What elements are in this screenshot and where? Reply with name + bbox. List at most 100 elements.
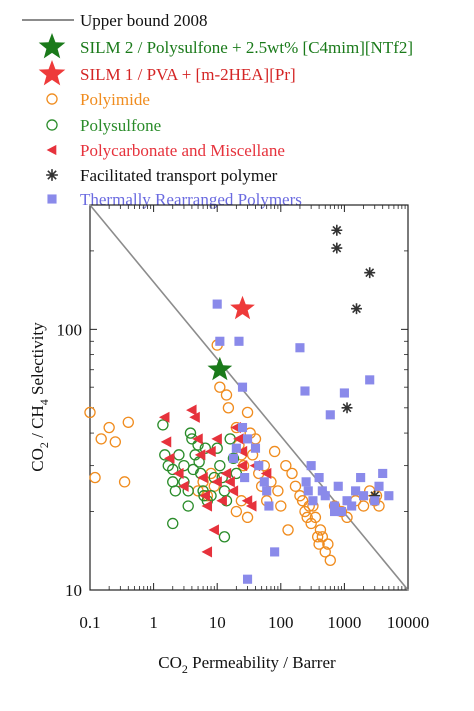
point-thermally-rearranged-polymers — [314, 473, 324, 483]
point-polyimide — [305, 517, 317, 530]
point-polycarbonate-and-miscellane — [173, 467, 184, 480]
point-polycarbonate-and-miscellane — [216, 495, 227, 507]
point-polyimide — [268, 445, 281, 458]
point-polycarbonate-and-miscellane — [211, 433, 222, 445]
point-thermally-rearranged-polymers — [228, 453, 238, 463]
x-tick-label: 1000 — [327, 613, 361, 632]
point-thermally-rearranged-polymers — [306, 461, 316, 471]
point-thermally-rearranged-polymers — [356, 473, 366, 483]
point-thermally-rearranged-polymers — [320, 491, 330, 501]
point-thermally-rearranged-polymers — [215, 336, 225, 346]
point-thermally-rearranged-polymers — [384, 491, 394, 501]
point-thermally-rearranged-polymers — [259, 477, 269, 487]
point-facilitated-transport-polymer — [331, 224, 343, 236]
point-polysulfone — [178, 459, 190, 472]
x-tick-label: 0.1 — [79, 613, 100, 632]
point-polysulfone — [157, 419, 169, 431]
point-polyimide — [316, 531, 329, 543]
point-polycarbonate-and-miscellane — [208, 524, 219, 536]
legend: Upper bound 2008 SILM 2 / Polysulfone + 2… — [22, 11, 413, 209]
legend-marker-6 — [46, 169, 58, 181]
point-thermally-rearranged-polymers — [336, 506, 347, 517]
point-polyimide — [311, 531, 324, 543]
legend-label-0: Upper bound 2008 — [80, 11, 207, 30]
point-polycarbonate-and-miscellane — [201, 500, 213, 512]
point-thermally-rearranged-polymers — [262, 486, 272, 496]
point-polycarbonate-and-miscellane — [160, 436, 172, 448]
point-thermally-rearranged-polymers — [270, 547, 280, 557]
upper-bound-line — [89, 204, 409, 591]
point-polyimide — [109, 436, 121, 448]
legend-label-6: Facilitated transport polymer — [80, 166, 278, 185]
y-tick-label: 10 — [65, 581, 82, 600]
point-polycarbonate-and-miscellane — [241, 495, 253, 507]
point-polysulfone — [216, 471, 228, 484]
point-thermally-rearranged-polymers — [300, 386, 310, 396]
point-polyimide — [289, 480, 302, 492]
point-polyimide — [272, 485, 284, 497]
point-thermally-rearranged-polymers — [308, 496, 318, 506]
point-thermally-rearranged-polymers — [237, 422, 248, 433]
point-polyimide — [103, 421, 115, 434]
point-polyimide — [309, 511, 322, 524]
point-polycarbonate-and-miscellane — [158, 411, 170, 423]
legend-label-3: Polyimide — [80, 90, 150, 109]
legend-label-7: Thermally Rearranged Polymers — [80, 190, 302, 209]
point-facilitated-transport-polymer — [331, 242, 343, 254]
point-polyimide — [301, 511, 313, 524]
point-polycarbonate-and-miscellane — [194, 449, 206, 461]
legend-label-2: SILM 1 / PVA + [m-2HEA][Pr] — [80, 65, 296, 84]
point-polyimide — [313, 538, 325, 550]
point-polycarbonate-and-miscellane — [224, 476, 235, 488]
legend-marker-3 — [46, 93, 58, 105]
point-polycarbonate-and-miscellane — [236, 445, 248, 458]
legend-label-4: Polysulfone — [80, 116, 161, 135]
point-thermally-rearranged-polymers — [301, 477, 311, 487]
point-polyimide — [241, 406, 254, 419]
x-tick-label: 10000 — [387, 613, 430, 632]
point-polysulfone — [230, 467, 243, 480]
point-polysulfone — [159, 449, 171, 461]
point-polyimide — [357, 500, 370, 512]
point-polyimide — [84, 406, 96, 419]
point-facilitated-transport-polymer — [364, 267, 376, 279]
point-polyimide — [118, 476, 131, 488]
point-polyimide — [220, 389, 233, 401]
legend-marker-7 — [47, 194, 57, 204]
point-polysulfone — [227, 452, 240, 465]
y-tick-label: 100 — [57, 320, 83, 339]
point-polycarbonate-and-miscellane — [189, 411, 200, 423]
point-polycarbonate-and-miscellane — [178, 480, 189, 492]
x-tick-label: 1 — [149, 613, 158, 632]
legend-marker-5 — [46, 144, 57, 156]
point-polyimide — [319, 546, 331, 558]
point-polyimide — [282, 524, 294, 536]
point-thermally-rearranged-polymers — [370, 496, 380, 506]
point-thermally-rearranged-polymers — [250, 443, 261, 453]
point-thermally-rearranged-polymers — [242, 434, 253, 444]
point-polyimide — [341, 511, 353, 524]
point-polysulfone — [169, 485, 182, 497]
point-thermally-rearranged-polymers — [342, 496, 352, 506]
point-polyimide — [95, 433, 107, 445]
data-marks — [84, 224, 394, 584]
point-polyimide — [280, 459, 292, 472]
legend-marker-2 — [38, 60, 66, 86]
point-facilitated-transport-polymer — [341, 402, 353, 414]
point-thermally-rearranged-polymers — [347, 501, 357, 511]
point-polysulfone — [173, 449, 185, 461]
point-polycarbonate-and-miscellane — [211, 476, 222, 488]
point-polyimide — [314, 524, 327, 536]
point-thermally-rearranged-polymers — [374, 481, 384, 491]
point-polysulfone — [167, 517, 179, 530]
point-polycarbonate-and-miscellane — [260, 467, 272, 480]
point-polyimide — [275, 500, 287, 512]
point-polyimide — [222, 402, 235, 414]
point-thermally-rearranged-polymers — [329, 506, 340, 517]
point-facilitated-transport-polymer — [351, 303, 362, 315]
point-polycarbonate-and-miscellane — [201, 546, 213, 558]
point-thermally-rearranged-polymers — [264, 501, 274, 511]
legend-label-1: SILM 2 / Polysulfone + 2.5wt% [C4mim][NT… — [80, 38, 413, 57]
point-polysulfone — [218, 531, 231, 543]
point-thermally-rearranged-polymers — [254, 461, 264, 471]
